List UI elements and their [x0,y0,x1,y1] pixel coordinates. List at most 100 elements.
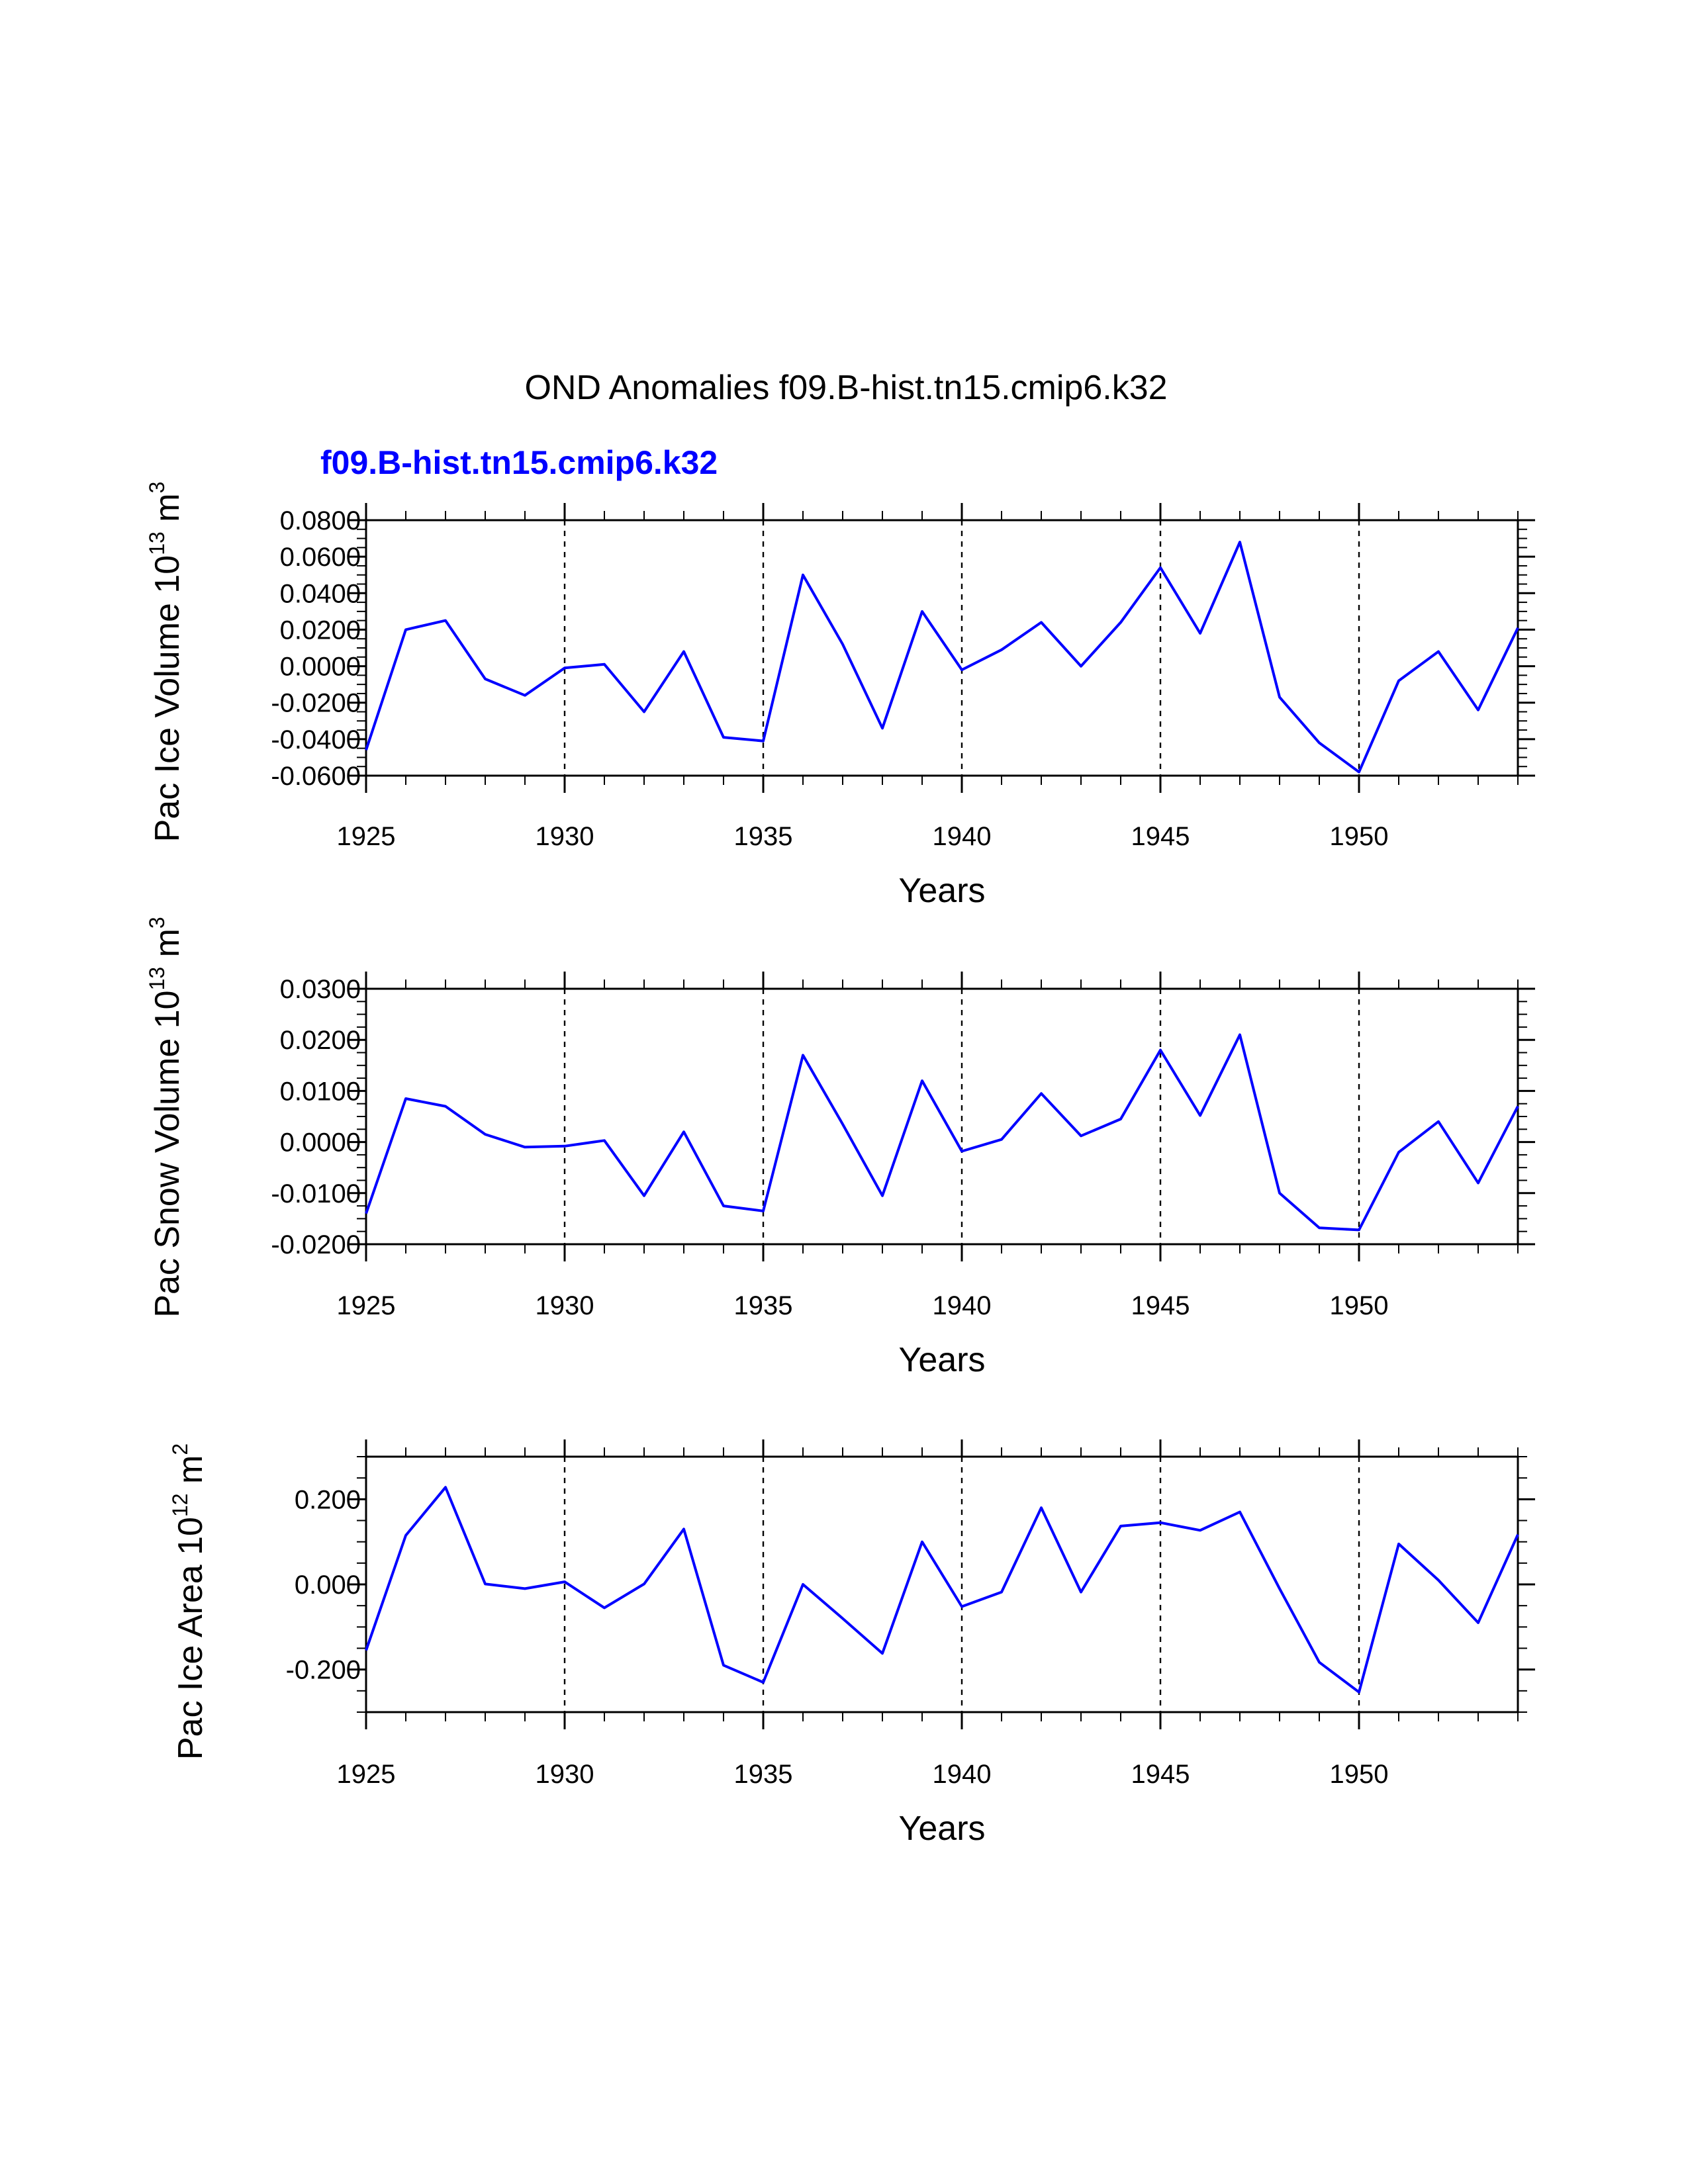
y-tick-label: 0.0200 [280,1026,361,1055]
y-tick-label: -0.200 [286,1656,361,1685]
data-point [1158,1048,1162,1052]
data-point [1278,1191,1282,1195]
data-point [1158,566,1162,570]
data-point [960,668,964,672]
data-point [1357,1228,1361,1232]
data-point [722,1204,726,1208]
x-tick-label: 1940 [933,1760,992,1789]
data-point [642,710,646,714]
data-point [722,735,726,739]
data-point [1079,664,1083,668]
data-point [1198,1113,1202,1117]
x-tick-label: 1930 [536,1760,594,1789]
data-point [483,677,487,681]
data-point [602,662,606,666]
data-point [602,1606,606,1610]
data-point [404,1533,408,1537]
data-point [960,1604,964,1608]
data-point [761,739,765,743]
x-axis-label: Years [898,872,985,910]
y-tick-label: 0.0300 [280,975,361,1004]
series-subtitle: f09.B-hist.tn15.cmip6.k32 [320,444,718,481]
x-tick-label: 1935 [734,1291,793,1320]
y-tick-label: 0.0600 [280,543,361,572]
data-point [1357,770,1361,774]
data-point [1317,1226,1321,1230]
x-axis-label: Years [898,1809,985,1848]
x-tick-label: 1945 [1131,1291,1190,1320]
y-tick-label: 0.0200 [280,615,361,645]
x-tick-label: 1950 [1330,822,1389,851]
data-point [523,1586,527,1590]
data-point [1397,679,1401,683]
data-point [1436,650,1440,654]
x-tick-label: 1930 [536,822,594,851]
data-point [444,1105,447,1109]
data-point [1516,1533,1520,1537]
y-tick-label: 0.000 [295,1570,361,1600]
data-point [1238,1510,1242,1514]
data-point [444,619,447,623]
data-point [1119,1117,1123,1121]
data-point [841,642,845,646]
data-point [364,1212,368,1216]
y-tick-label: -0.0200 [271,1230,361,1259]
data-point [722,1663,726,1667]
data-point [483,1582,487,1586]
x-tick-label: 1930 [536,1291,594,1320]
data-point [960,1149,964,1153]
x-axis-label: Years [898,1341,985,1379]
data-point [920,1079,924,1083]
data-point [801,1582,805,1586]
data-point [1436,1120,1440,1124]
x-tick-label: 1925 [337,1760,396,1789]
data-point [761,1680,765,1684]
x-tick-label: 1950 [1330,1760,1389,1789]
data-point [880,1651,884,1655]
data-point [404,1097,408,1101]
data-point [1278,1586,1282,1590]
data-point [1119,620,1123,624]
data-point [1039,620,1043,624]
x-tick-label: 1925 [337,1291,396,1320]
data-point [483,1132,487,1136]
series-line [365,1033,1519,1232]
data-point [364,1649,368,1653]
data-point [1436,1578,1440,1582]
x-tick-label: 1925 [337,822,396,851]
data-point [1238,1032,1242,1036]
y-tick-label: 0.0000 [280,1128,361,1158]
data-point [1000,1590,1004,1594]
data-point [841,1616,845,1620]
data-point [880,726,884,730]
data-point [1238,540,1242,544]
y-tick-label: 0.0100 [280,1077,361,1106]
data-point [1039,1091,1043,1095]
data-point [444,1485,447,1489]
x-tick-label: 1945 [1131,822,1190,851]
data-point [1198,631,1202,635]
data-point [642,1582,646,1586]
data-point [761,1209,765,1213]
data-point [404,627,408,631]
y-tick-label: -0.0100 [271,1179,361,1208]
data-point [801,573,805,577]
data-point [563,1580,567,1584]
y-tick-label: -0.0600 [271,762,361,791]
data-point [642,1194,646,1198]
data-point [801,1053,805,1057]
series-line [365,1486,1519,1694]
x-tick-label: 1945 [1131,1760,1190,1789]
y-tick-label: 0.0800 [280,506,361,535]
data-point [563,1144,567,1148]
data-point [1516,626,1520,630]
data-point [1000,648,1004,652]
data-point [1000,1138,1004,1142]
data-point [880,1194,884,1198]
ice-area-panel: 1925 1930 1935 1940 1945 1950 -0.200 0.000 0.200… [168,1439,1535,1848]
data-point [1476,1181,1480,1185]
y-tick-label: -0.0200 [271,689,361,718]
y-tick-label: 0.0000 [280,653,361,682]
data-point [1516,1105,1520,1109]
